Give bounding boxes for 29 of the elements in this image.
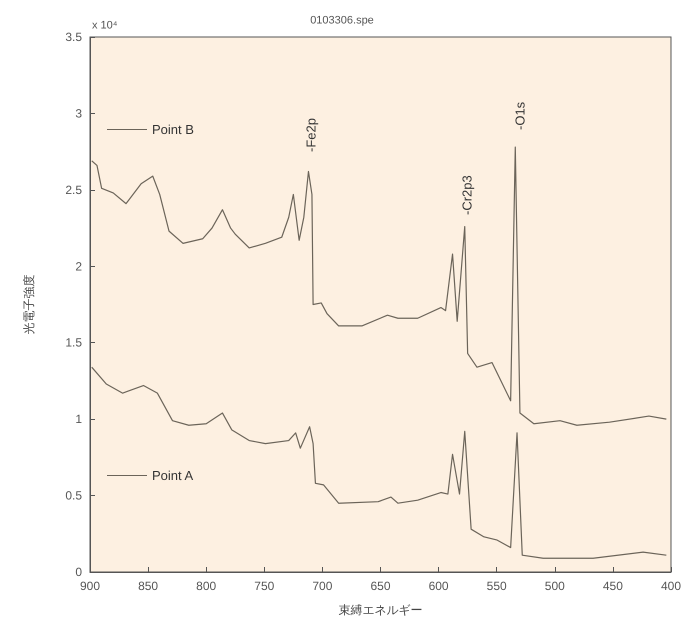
x-tick-label: 450 xyxy=(602,579,624,593)
line-series xyxy=(91,366,667,559)
annotation: -Fe2p xyxy=(304,118,318,152)
y-tick-label: 2.5 xyxy=(65,182,82,197)
x-tick-label: 550 xyxy=(486,579,508,593)
x-tick-label: 650 xyxy=(370,579,391,593)
y-tick-label: 0 xyxy=(75,565,82,579)
chart-title: 0103306.spe xyxy=(310,14,374,26)
legend-label: Point B xyxy=(152,122,194,137)
x-tick-label: 500 xyxy=(544,579,566,593)
y-tick-label: 1.5 xyxy=(65,336,82,350)
annotation: -Cr2p3 xyxy=(460,175,474,215)
x-axis-title: 束縛エネルギー xyxy=(338,603,422,617)
x-tick-label: 700 xyxy=(312,579,333,593)
x-tick-label: 800 xyxy=(196,579,217,593)
x-tick-label: 850 xyxy=(138,579,158,593)
y-tick-label: 3 xyxy=(75,106,82,120)
y-tick-label: 0.5 xyxy=(65,488,82,503)
x-tick-label: 600 xyxy=(428,579,449,593)
legend-label: Point A xyxy=(152,468,194,483)
text: x 10⁴ xyxy=(92,20,118,32)
x-tick-label: 400 xyxy=(660,579,682,593)
y-tick-label: 2 xyxy=(75,259,82,274)
x-tick-label: 900 xyxy=(80,579,100,593)
annotation: -O1s xyxy=(512,101,528,130)
y-tick-label: 1 xyxy=(75,412,82,426)
x-tick-label: 750 xyxy=(254,579,275,593)
y-tick-label: 3.5 xyxy=(65,30,82,44)
y-axis-title: 光電子強度 xyxy=(22,274,36,334)
